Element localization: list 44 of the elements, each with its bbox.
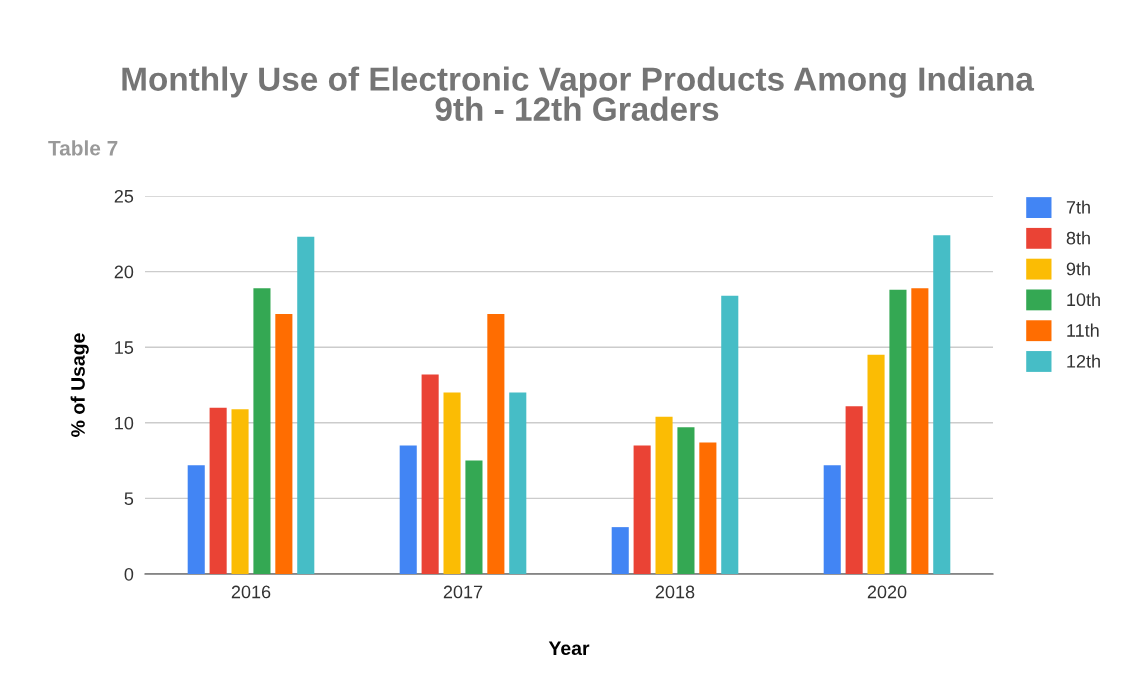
bar xyxy=(721,295,739,574)
legend-label: 11th xyxy=(1067,323,1099,337)
bar xyxy=(487,313,505,574)
bar xyxy=(187,465,205,574)
bar xyxy=(253,288,271,574)
y-tick-label: 0 xyxy=(124,567,134,581)
bar xyxy=(911,288,929,574)
bar xyxy=(399,445,417,574)
legend-label: 10th xyxy=(1067,292,1100,307)
bar xyxy=(889,289,907,574)
bar xyxy=(933,235,951,574)
bar xyxy=(867,354,885,574)
bar xyxy=(823,465,841,574)
x-axis-title: Year xyxy=(548,641,590,656)
bar xyxy=(275,313,293,574)
bar xyxy=(209,407,227,574)
caption: Table 7 xyxy=(48,140,118,156)
legend-label: 9th xyxy=(1066,262,1090,276)
chart-title: Monthly Use of Electronic Vapor Products Among Indiana 9th - 12th Graders xyxy=(122,66,1035,121)
bar xyxy=(633,445,651,574)
bar xyxy=(845,406,863,574)
bar xyxy=(677,427,695,574)
bar xyxy=(421,374,439,574)
y-axis-title: % of Usage xyxy=(70,333,89,437)
y-tick-label: 20 xyxy=(114,265,134,279)
y-tick-label: 5 xyxy=(124,492,134,506)
x-tick-label: 2017 xyxy=(443,585,483,599)
x-tick-label: 2018 xyxy=(655,585,695,599)
bar xyxy=(443,392,461,574)
legend-label: 8th xyxy=(1066,231,1090,245)
y-tick-label: 25 xyxy=(114,189,134,203)
bar xyxy=(699,442,717,574)
bar xyxy=(231,409,249,574)
y-tick-label: 10 xyxy=(115,416,134,430)
bar xyxy=(297,236,315,574)
legend-label: 12th xyxy=(1067,354,1100,368)
bar xyxy=(465,460,483,574)
legend-label: 7th xyxy=(1066,200,1090,214)
bar xyxy=(509,392,527,574)
y-tick-label: 15 xyxy=(115,341,134,354)
bar xyxy=(611,527,629,574)
bar xyxy=(655,416,673,574)
x-tick-label: 2016 xyxy=(231,585,271,599)
x-tick-label: 2020 xyxy=(867,585,907,599)
